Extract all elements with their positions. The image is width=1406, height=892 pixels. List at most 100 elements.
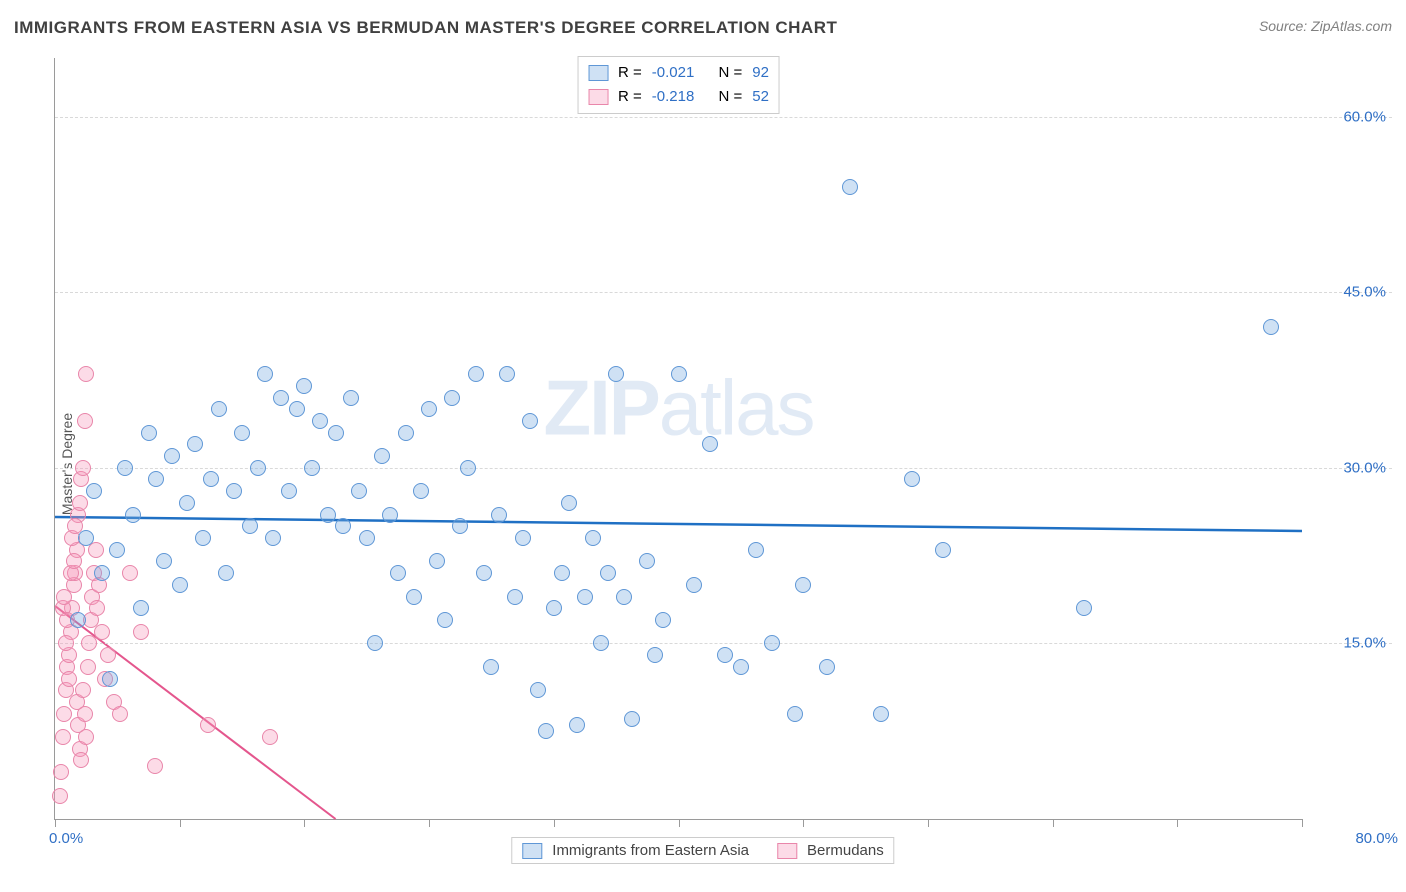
data-point-blue <box>102 671 118 687</box>
y-tick-label: 60.0% <box>1343 108 1386 125</box>
data-point-blue <box>842 179 858 195</box>
data-point-blue <box>522 413 538 429</box>
data-point-blue <box>156 553 172 569</box>
data-point-blue <box>70 612 86 628</box>
data-point-blue <box>764 635 780 651</box>
data-point-blue <box>257 366 273 382</box>
source-label: Source: ZipAtlas.com <box>1259 18 1392 34</box>
data-point-blue <box>787 706 803 722</box>
data-point-blue <box>460 460 476 476</box>
x-tick <box>803 819 804 827</box>
data-point-blue <box>382 507 398 523</box>
data-point-blue <box>312 413 328 429</box>
data-point-blue <box>499 366 515 382</box>
data-point-blue <box>483 659 499 675</box>
data-point-blue <box>546 600 562 616</box>
gridline <box>55 643 1392 644</box>
x-tick <box>304 819 305 827</box>
data-point-pink <box>61 671 77 687</box>
x-tick <box>180 819 181 827</box>
data-point-pink <box>53 764 69 780</box>
data-point-blue <box>600 565 616 581</box>
data-point-blue <box>686 577 702 593</box>
gridline <box>55 117 1392 118</box>
data-point-pink <box>77 413 93 429</box>
data-point-blue <box>109 542 125 558</box>
data-point-pink <box>122 565 138 581</box>
data-point-blue <box>203 471 219 487</box>
data-point-blue <box>639 553 655 569</box>
data-point-blue <box>1076 600 1092 616</box>
legend-row-pink: R = -0.218 N = 52 <box>588 85 769 109</box>
legend-row-blue: R = -0.021 N = 92 <box>588 61 769 85</box>
data-point-blue <box>328 425 344 441</box>
legend-item-blue: Immigrants from Eastern Asia <box>522 842 749 859</box>
data-point-blue <box>343 390 359 406</box>
gridline <box>55 292 1392 293</box>
data-point-blue <box>289 401 305 417</box>
data-point-blue <box>1263 319 1279 335</box>
x-tick-label: 0.0% <box>49 830 83 847</box>
data-point-blue <box>702 436 718 452</box>
data-point-pink <box>147 758 163 774</box>
data-point-pink <box>75 460 91 476</box>
data-point-blue <box>335 518 351 534</box>
data-point-blue <box>444 390 460 406</box>
data-point-blue <box>507 589 523 605</box>
chart-title: IMMIGRANTS FROM EASTERN ASIA VS BERMUDAN… <box>14 18 837 38</box>
data-point-blue <box>671 366 687 382</box>
data-point-pink <box>94 624 110 640</box>
data-point-blue <box>733 659 749 675</box>
data-point-blue <box>476 565 492 581</box>
data-point-blue <box>148 471 164 487</box>
x-tick <box>1177 819 1178 827</box>
data-point-pink <box>72 495 88 511</box>
data-point-blue <box>608 366 624 382</box>
data-point-pink <box>73 752 89 768</box>
data-point-pink <box>133 624 149 640</box>
data-point-pink <box>56 589 72 605</box>
swatch-pink-icon <box>588 89 608 105</box>
data-point-blue <box>133 600 149 616</box>
data-point-blue <box>748 542 764 558</box>
data-point-pink <box>55 729 71 745</box>
data-point-pink <box>100 647 116 663</box>
data-point-blue <box>320 507 336 523</box>
data-point-blue <box>616 589 632 605</box>
x-tick <box>1302 819 1303 827</box>
data-point-pink <box>89 600 105 616</box>
x-tick <box>679 819 680 827</box>
data-point-blue <box>374 448 390 464</box>
data-point-blue <box>273 390 289 406</box>
data-point-blue <box>281 483 297 499</box>
data-point-blue <box>569 717 585 733</box>
data-point-blue <box>211 401 227 417</box>
y-tick-label: 15.0% <box>1343 635 1386 652</box>
data-point-blue <box>226 483 242 499</box>
x-tick <box>429 819 430 827</box>
data-point-blue <box>577 589 593 605</box>
x-tick <box>554 819 555 827</box>
data-point-blue <box>250 460 266 476</box>
series-legend: Immigrants from Eastern Asia Bermudans <box>511 837 894 864</box>
data-point-pink <box>112 706 128 722</box>
data-point-blue <box>437 612 453 628</box>
correlation-legend: R = -0.021 N = 92 R = -0.218 N = 52 <box>577 56 780 114</box>
data-point-blue <box>86 483 102 499</box>
x-tick <box>1053 819 1054 827</box>
x-tick-label: 80.0% <box>1355 830 1398 847</box>
x-tick <box>55 819 56 827</box>
swatch-blue-icon <box>522 843 542 859</box>
data-point-blue <box>265 530 281 546</box>
data-point-pink <box>262 729 278 745</box>
data-point-blue <box>359 530 375 546</box>
data-point-blue <box>561 495 577 511</box>
y-tick-label: 30.0% <box>1343 459 1386 476</box>
plot-region: ZIPatlas R = -0.021 N = 92 R = -0.218 N … <box>54 58 1302 820</box>
data-point-blue <box>593 635 609 651</box>
data-point-blue <box>647 647 663 663</box>
chart-area: Master's Degree ZIPatlas R = -0.021 N = … <box>14 58 1392 870</box>
y-tick-label: 45.0% <box>1343 284 1386 301</box>
data-point-blue <box>172 577 188 593</box>
data-point-blue <box>421 401 437 417</box>
